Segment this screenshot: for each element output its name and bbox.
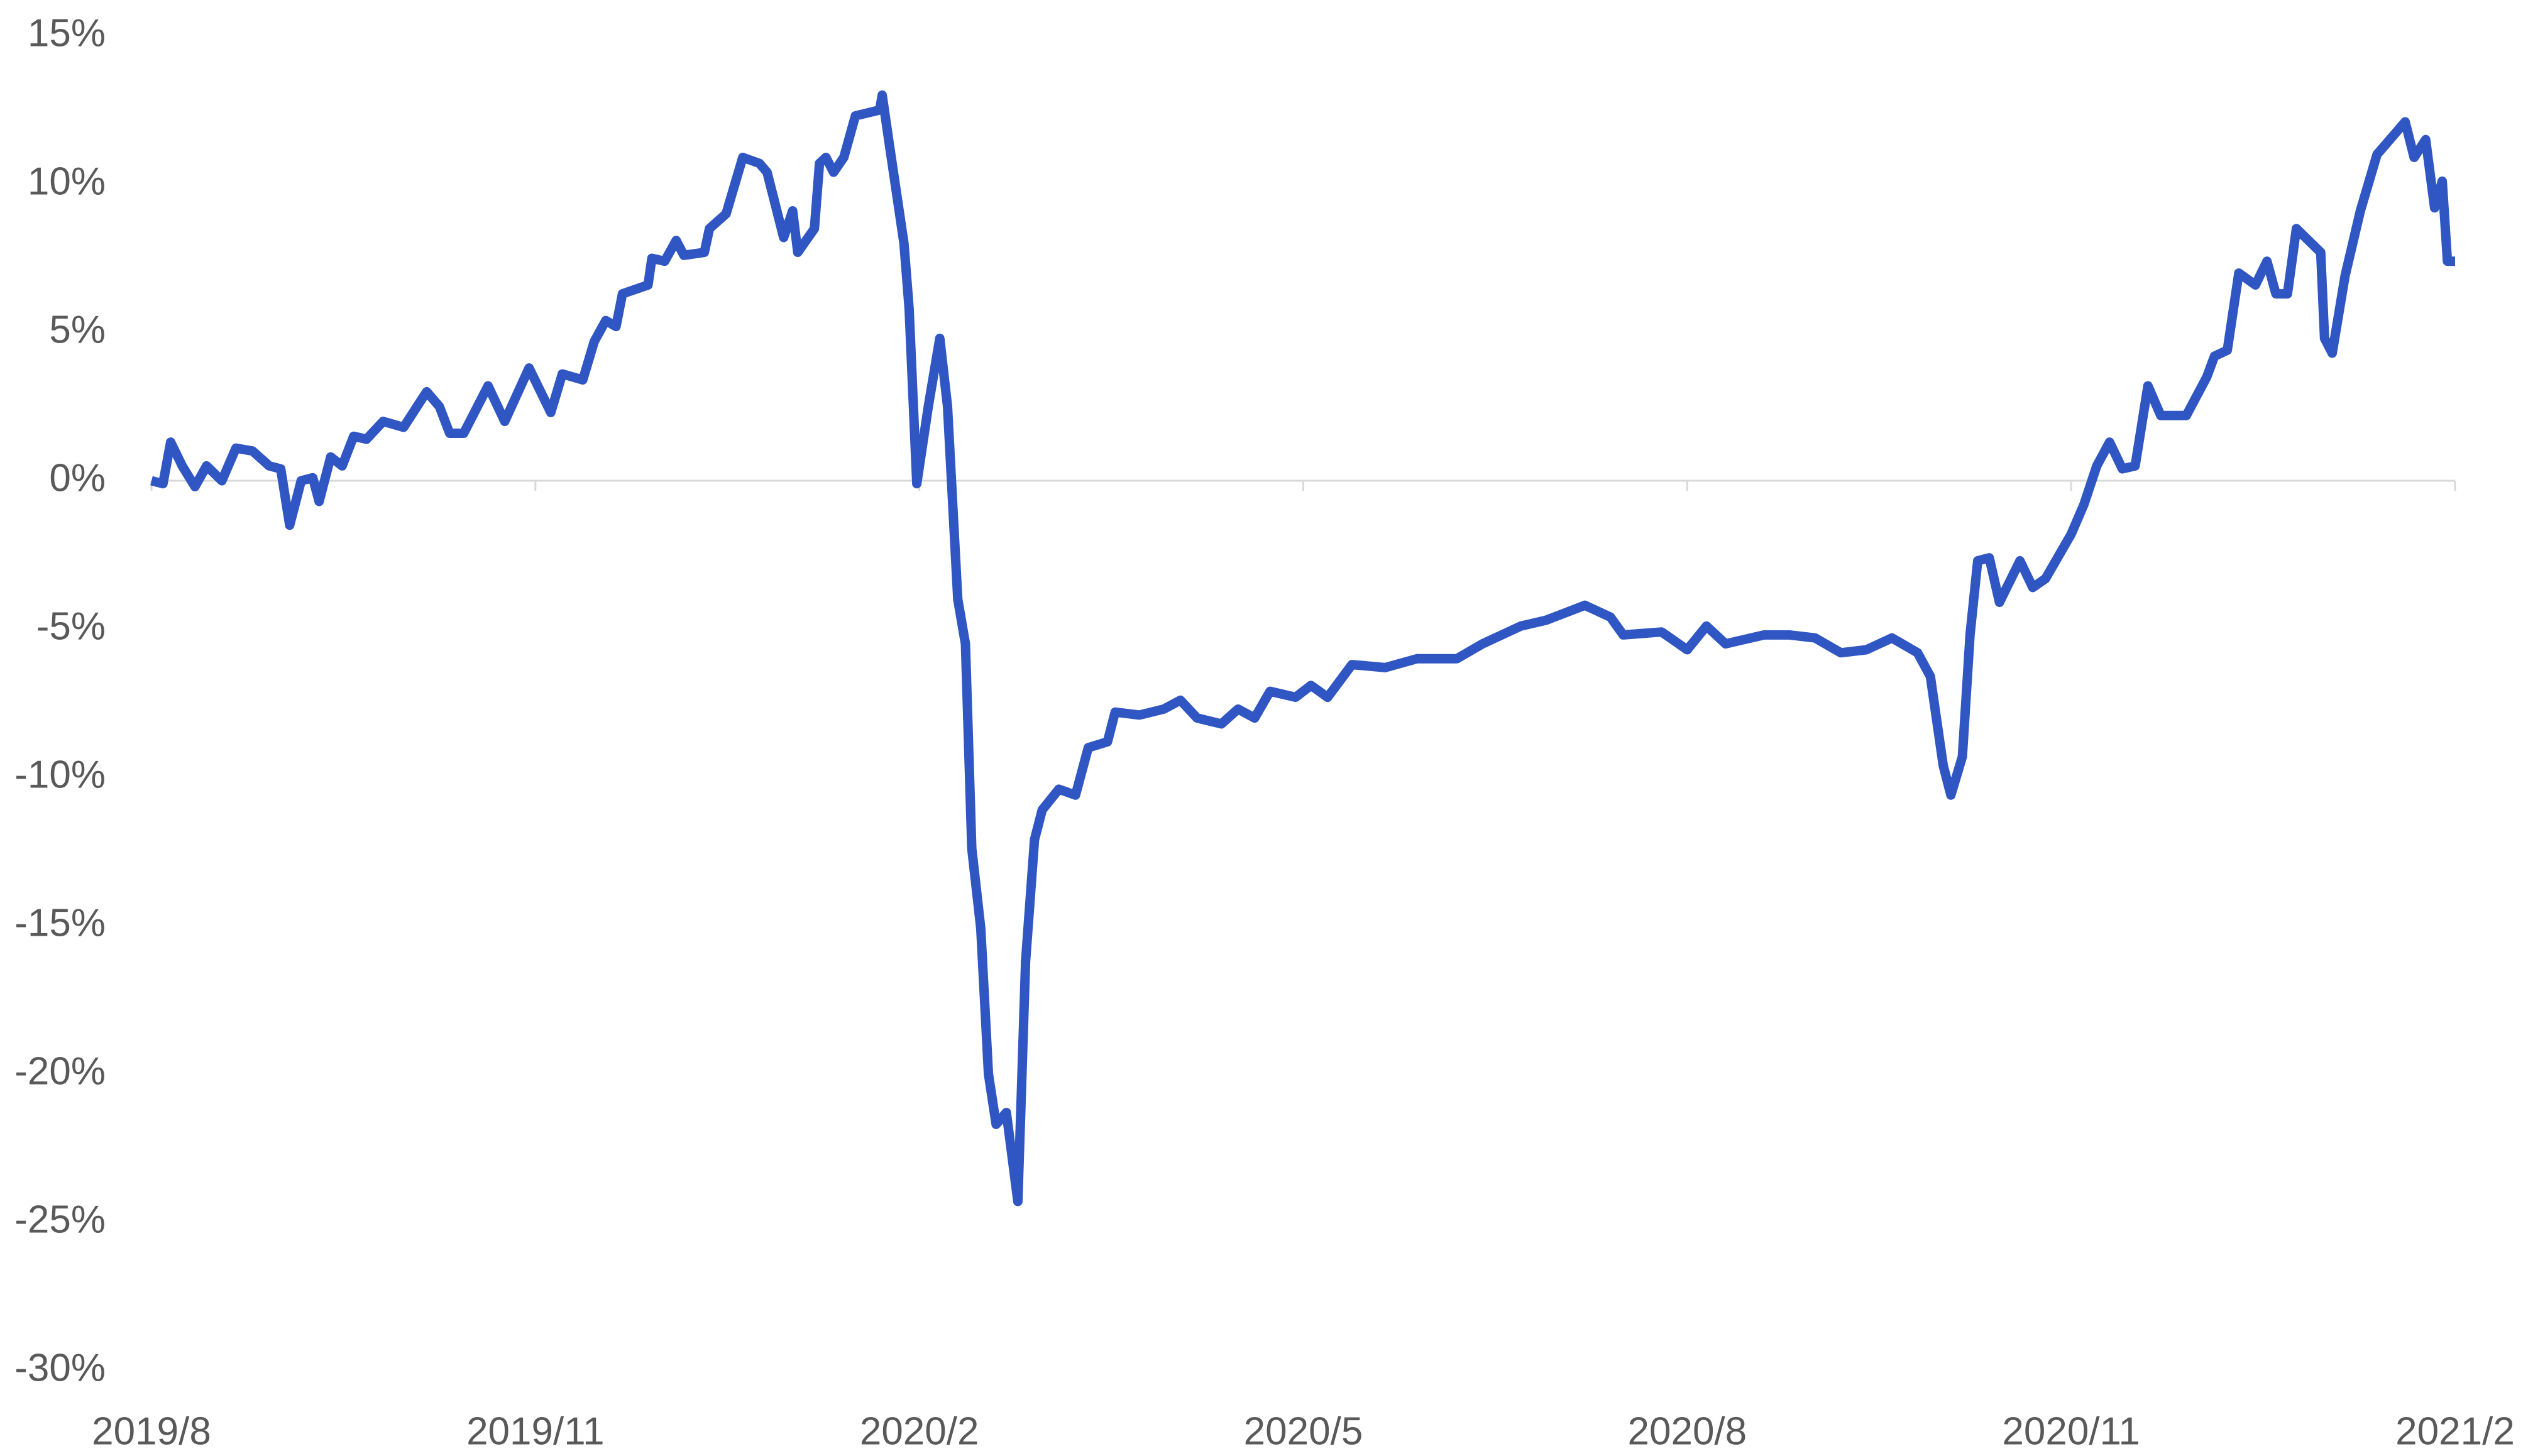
y-tick-label: 0% — [49, 456, 106, 500]
y-tick-label: 10% — [28, 160, 106, 203]
y-tick-label: -20% — [14, 1049, 106, 1093]
y-tick-label: -30% — [14, 1346, 106, 1389]
y-tick-label: 5% — [49, 308, 106, 351]
y-tick-label: -5% — [36, 605, 106, 648]
x-tick-label: 2020/2 — [860, 1409, 979, 1453]
x-tick-label: 2019/11 — [466, 1409, 605, 1453]
x-tick-label: 2020/11 — [2002, 1409, 2140, 1453]
x-tick-label: 2020/8 — [1628, 1409, 1747, 1453]
x-tick-label: 2019/8 — [92, 1409, 211, 1453]
y-tick-label: -15% — [14, 901, 106, 944]
y-tick-label: 15% — [28, 11, 106, 55]
series-line — [150, 90, 2455, 1207]
y-tick-label: -25% — [14, 1198, 106, 1241]
x-tick-label: 2021/2 — [2395, 1409, 2515, 1453]
y-tick-label: -10% — [14, 753, 106, 796]
x-tick-label: 2020/5 — [1244, 1409, 1363, 1453]
